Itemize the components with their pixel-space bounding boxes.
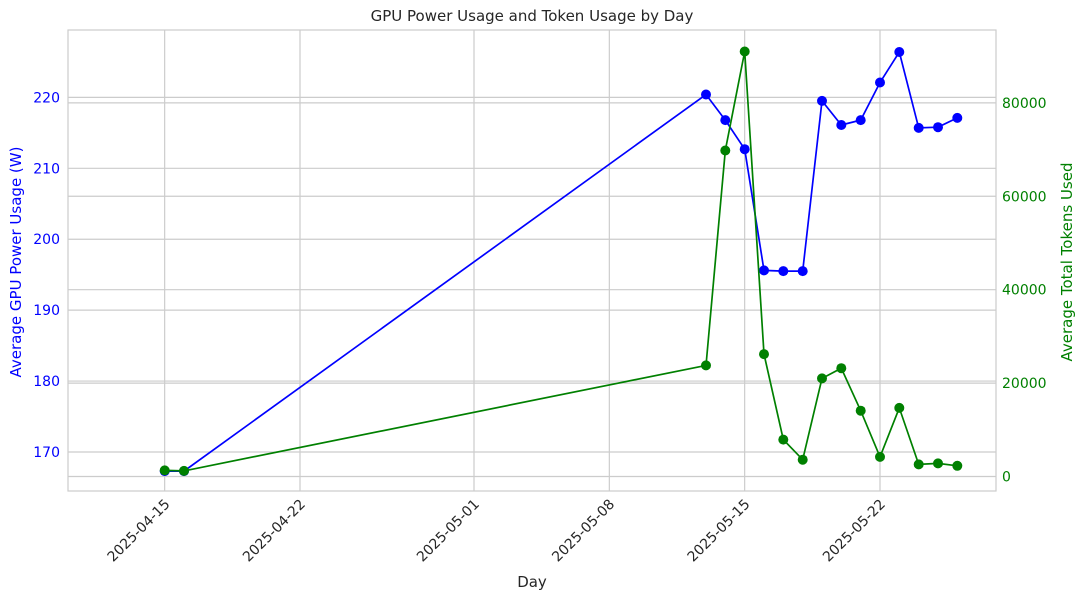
right-y-tick-labels: 0 20000 40000 60000 80000 [1002,96,1047,486]
gpu-power-point [817,95,827,106]
left-y-tick-label: 220 [33,90,60,106]
x-tick-label: 2025-04-15 [105,497,174,566]
gpu-power-line [164,49,958,472]
gpu-power-point [875,77,885,88]
right-y-tick-label: 0 [1002,470,1011,486]
x-tick-label: 2025-05-08 [549,497,618,566]
left-y-tick-label: 180 [33,374,60,390]
x-tick-label: 2025-05-22 [820,497,889,566]
token-usage-point [855,405,866,416]
token-usage-point [159,465,170,476]
gpu-power-point [701,89,711,100]
token-usage-point [778,434,789,445]
gpu-power-point [855,115,866,126]
x-tick-label: 2025-04-22 [240,497,309,566]
gpu-power-point [720,115,731,126]
gpu-power-point [759,265,769,276]
token-usage-point [875,451,885,462]
grid-lines [68,30,996,491]
left-y-axis-label: Average GPU Power Usage (W) [7,147,25,378]
token-usage-point [952,460,963,471]
x-axis-label: Day [517,573,547,591]
right-y-axis-label: Average Total Tokens Used [1058,163,1076,362]
gpu-power-point [778,266,789,277]
token-usage-point [836,363,847,374]
gpu-power-point [739,144,750,155]
left-y-tick-label: 210 [33,161,60,177]
gpu-power-point [952,112,963,123]
left-y-tick-label: 200 [33,232,60,248]
token-usage-point [759,349,769,360]
gpu-power-point [913,122,924,133]
token-usage-point [179,465,189,476]
token-usage-point [720,145,731,156]
right-y-tick-label: 20000 [1002,376,1047,392]
right-y-tick-label: 60000 [1002,189,1047,205]
x-tick-labels: 2025-04-15 2025-04-22 2025-05-01 2025-05-08… [105,497,889,566]
token-usage-point [933,458,943,469]
token-usage-point [894,402,905,413]
gpu-power-point [797,266,808,277]
chart-title: GPU Power Usage and Token Usage by Day [371,7,694,25]
plot-frame [67,29,997,492]
token-usage-point [817,373,827,384]
token-usage-point [797,454,808,465]
right-y-tick-label: 80000 [1002,96,1047,112]
token-usage-point [913,459,924,470]
gpu-power-point [894,47,905,57]
gpu-power-point [836,120,847,130]
x-tick-label: 2025-05-15 [685,497,754,566]
x-tick-label: 2025-05-01 [414,497,483,566]
right-y-tick-label: 40000 [1002,283,1047,299]
series-layer [159,46,963,477]
left-y-tick-label: 170 [33,445,60,461]
left-y-tick-label: 190 [33,303,60,319]
token-usage-point [701,360,711,371]
gpu-power-point [933,122,943,133]
left-y-tick-labels: 170 180 190 200 210 220 [33,90,60,461]
token-usage-point [739,46,750,57]
token-usage-line [164,51,958,472]
